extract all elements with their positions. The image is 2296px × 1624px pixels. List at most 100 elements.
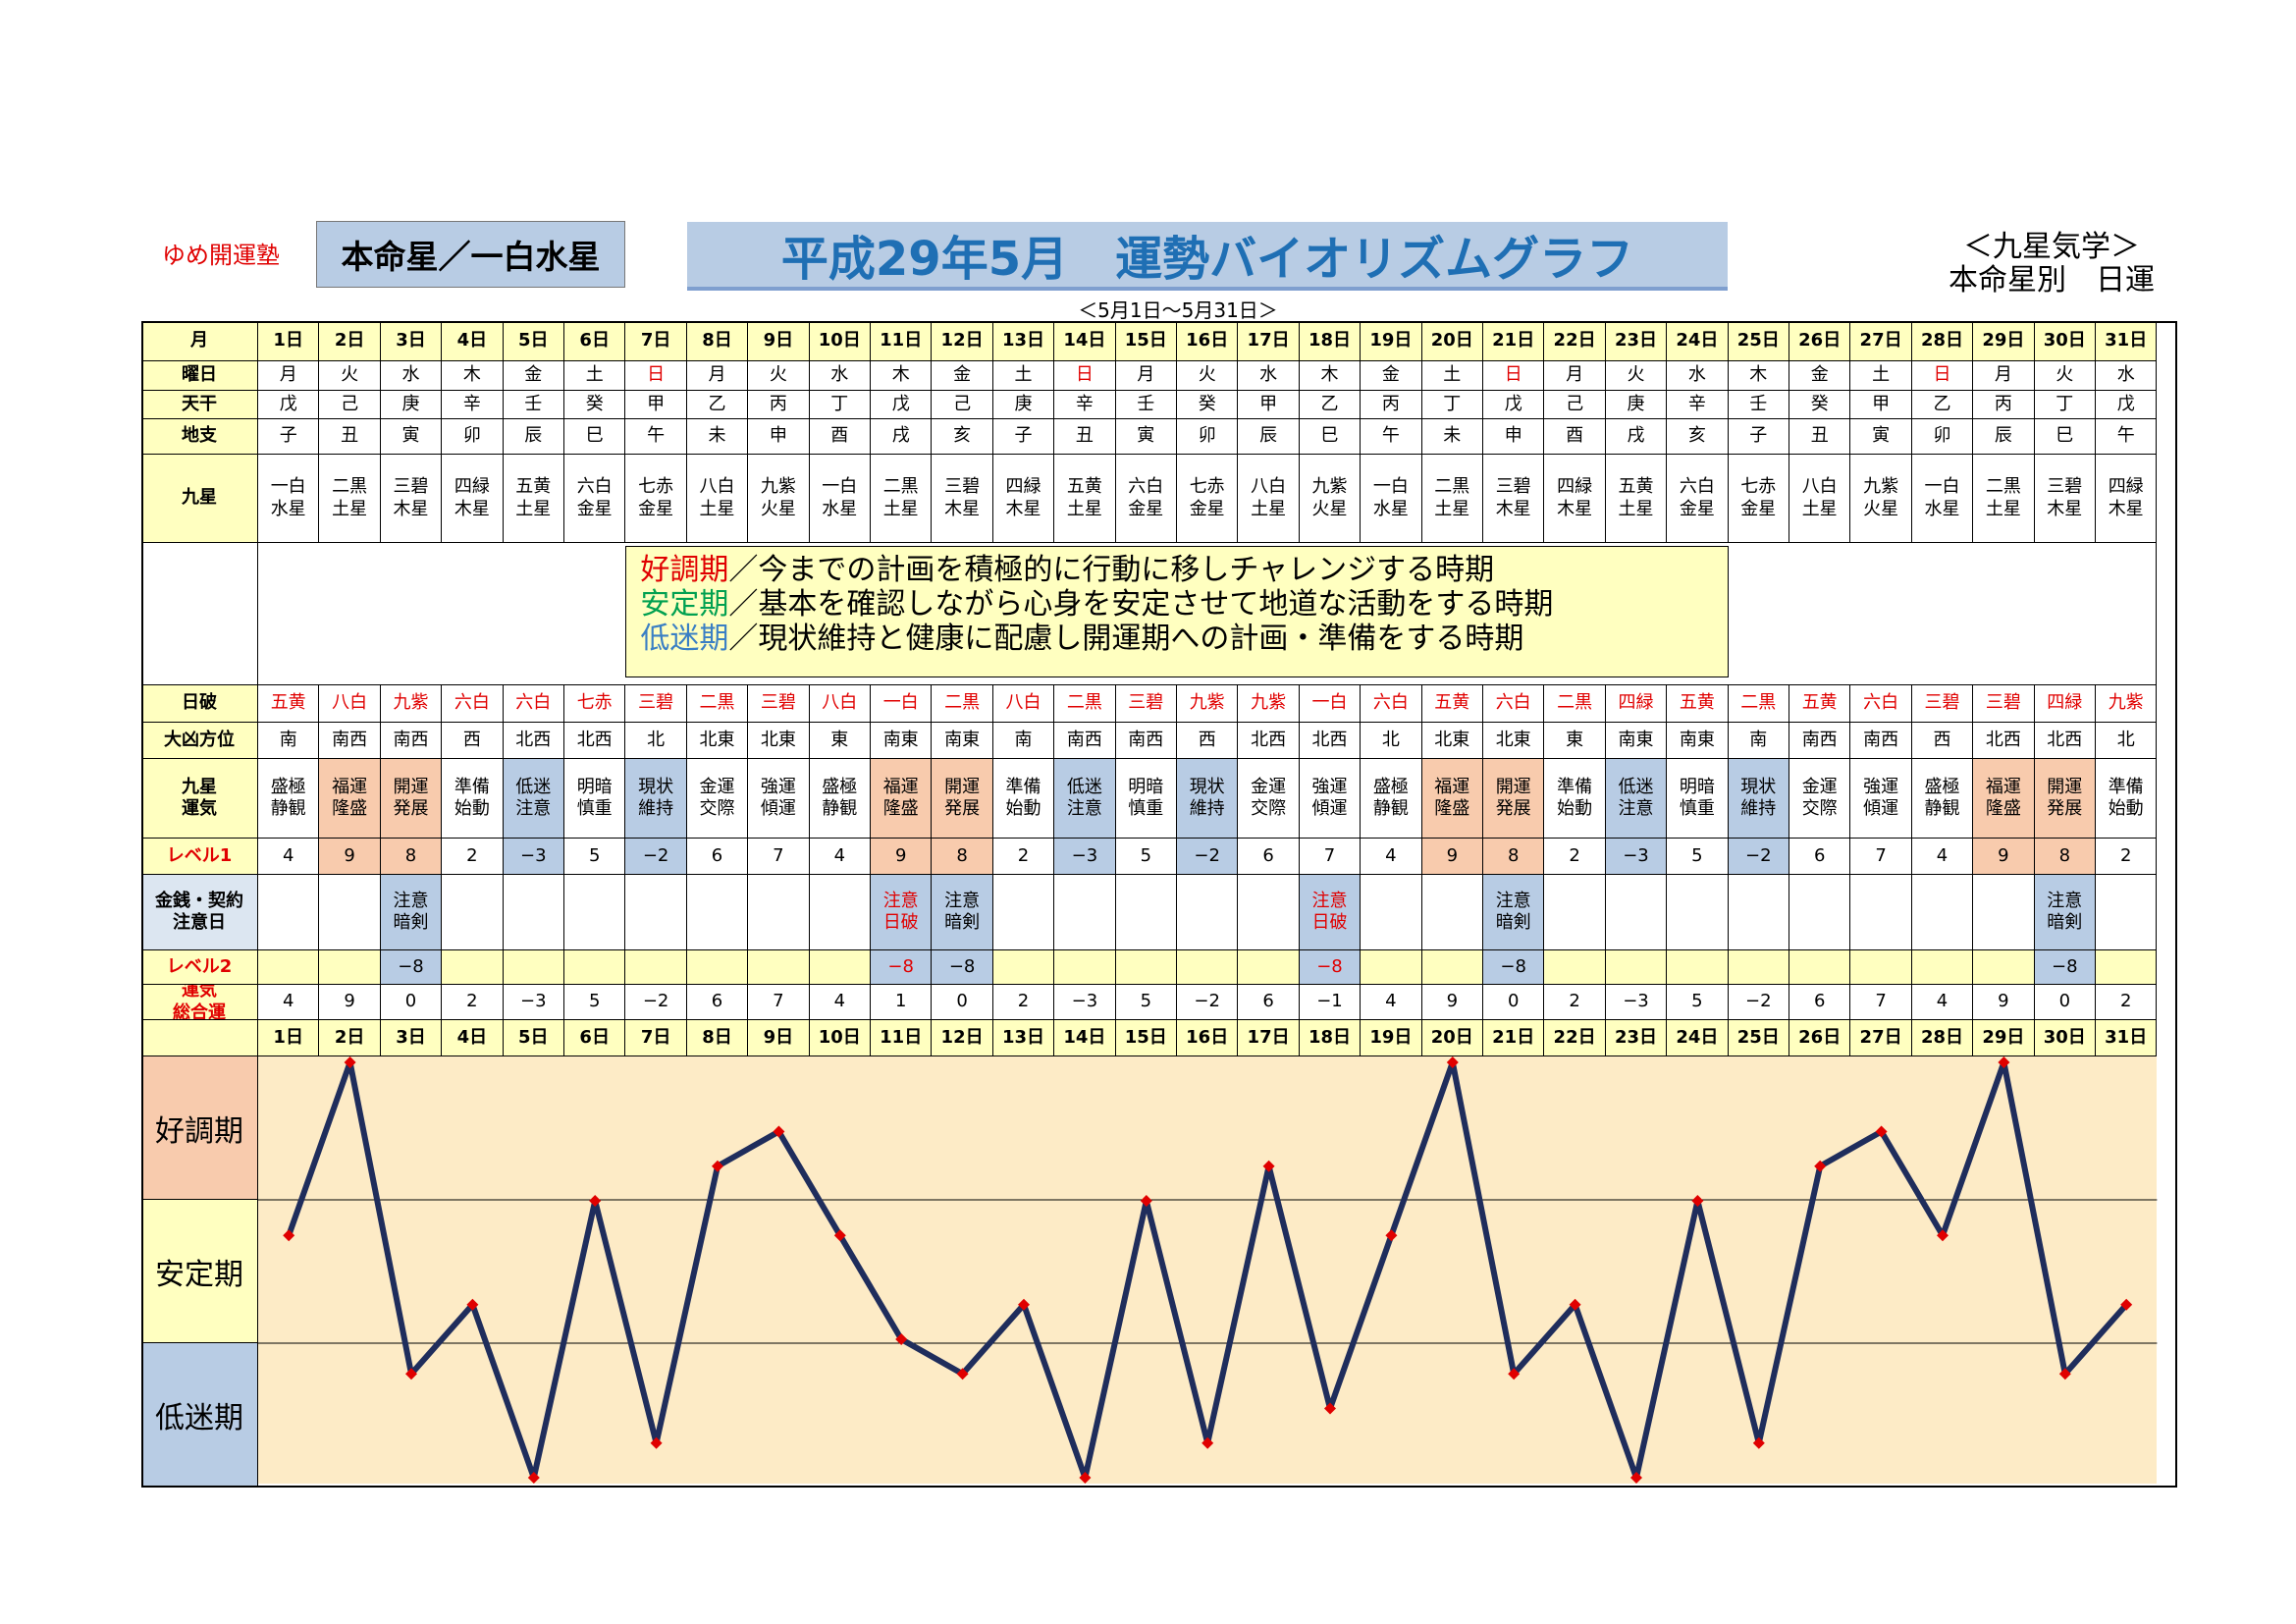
cell-weekday-1: 月 (258, 361, 320, 391)
cell-nippa-11: 一白 (871, 685, 933, 723)
cell-money-18: 注意 日破 (1299, 875, 1362, 950)
cell-level1-24: 5 (1667, 839, 1729, 875)
cell-level2-17 (1238, 950, 1300, 985)
cell-money-27 (1850, 875, 1912, 950)
cell-tenkan-12: 己 (932, 391, 993, 419)
cell-days2-12: 12日 (932, 1020, 993, 1056)
cell-total-6: 5 (564, 985, 626, 1020)
cell-nippa-28: 三碧 (1911, 685, 1974, 723)
cell-total-3: 0 (380, 985, 443, 1020)
cell-total-20: 9 (1421, 985, 1483, 1020)
cell-chishi-10: 酉 (809, 419, 871, 455)
cell-weekday-29: 月 (1973, 361, 2035, 391)
cell-level1-18: 7 (1299, 839, 1362, 875)
cell-month-23: 23日 (1605, 321, 1668, 361)
data-point-15 (1140, 1195, 1152, 1207)
cell-daikyo-25: 南 (1728, 723, 1789, 759)
cell-level1-28: 4 (1911, 839, 1974, 875)
cell-chishi-11: 戌 (871, 419, 933, 455)
cell-daikyo-7: 北 (625, 723, 687, 759)
cell-unki-25: 現状 維持 (1728, 759, 1789, 839)
legend-key: 低迷期 (640, 622, 729, 656)
cell-daikyo-19: 北 (1361, 723, 1422, 759)
cell-tenkan-14: 辛 (1054, 391, 1116, 419)
cell-level1-25: −2 (1728, 839, 1789, 875)
cell-nippa-6: 七赤 (564, 685, 626, 723)
cell-unki-31: 準備 始動 (2096, 759, 2158, 839)
cell-total-25: −2 (1728, 985, 1789, 1020)
cell-total-24: 5 (1667, 985, 1729, 1020)
cell-money-28 (1911, 875, 1974, 950)
cell-month-28: 28日 (1911, 321, 1974, 361)
cell-days2-7: 7日 (625, 1020, 687, 1056)
cell-month-3: 3日 (380, 321, 443, 361)
page-title: 平成29年5月 運勢バイオリズムグラフ (687, 222, 1728, 291)
cell-kyusei-16: 七赤 金星 (1177, 455, 1239, 543)
cell-days2-10: 10日 (809, 1020, 871, 1056)
row-label-total: 運気 総合運 (141, 985, 258, 1020)
cell-unki-13: 準備 始動 (992, 759, 1055, 839)
cell-level2-30: −8 (2034, 950, 2096, 985)
cell-days2-11: 11日 (871, 1020, 933, 1056)
cell-money-19 (1361, 875, 1422, 950)
cell-money-29 (1973, 875, 2035, 950)
corner-label-2: 本命星別 日運 (1949, 263, 2155, 298)
cell-nippa-19: 六白 (1361, 685, 1422, 723)
cell-days2-14: 14日 (1054, 1020, 1116, 1056)
cell-tenkan-26: 癸 (1789, 391, 1851, 419)
cell-level1-19: 4 (1361, 839, 1422, 875)
cell-level1-27: 7 (1850, 839, 1912, 875)
cell-nippa-23: 四緑 (1605, 685, 1668, 723)
cell-month-6: 6日 (564, 321, 626, 361)
cell-month-31: 31日 (2096, 321, 2158, 361)
data-point-2 (344, 1056, 356, 1068)
cell-month-20: 20日 (1421, 321, 1483, 361)
cell-tenkan-16: 癸 (1177, 391, 1239, 419)
cell-days2-29: 29日 (1973, 1020, 2035, 1056)
cell-level2-28 (1911, 950, 1974, 985)
cell-money-24 (1667, 875, 1729, 950)
cell-days2-3: 3日 (380, 1020, 443, 1056)
data-point-9 (773, 1125, 785, 1138)
cell-daikyo-9: 北東 (748, 723, 810, 759)
cell-days2-25: 25日 (1728, 1020, 1789, 1056)
cell-tenkan-28: 乙 (1911, 391, 1974, 419)
cell-weekday-7: 日 (625, 361, 687, 391)
row-label-level1: レベル1 (141, 839, 258, 875)
cell-days2-6: 6日 (564, 1020, 626, 1056)
cell-kyusei-8: 八白 土星 (686, 455, 749, 543)
cell-month-25: 25日 (1728, 321, 1789, 361)
cell-weekday-5: 金 (503, 361, 564, 391)
cell-kyusei-5: 五黄 土星 (503, 455, 564, 543)
row-label-nippa: 日破 (141, 685, 258, 723)
data-point-11 (895, 1333, 908, 1345)
cell-weekday-16: 火 (1177, 361, 1239, 391)
cell-tenkan-15: 壬 (1115, 391, 1177, 419)
cell-chishi-28: 卯 (1911, 419, 1974, 455)
cell-weekday-26: 金 (1789, 361, 1851, 391)
cell-unki-8: 金運 交際 (686, 759, 749, 839)
cell-weekday-11: 木 (871, 361, 933, 391)
cell-days2-27: 27日 (1850, 1020, 1912, 1056)
cell-total-16: −2 (1177, 985, 1239, 1020)
cell-month-15: 15日 (1115, 321, 1177, 361)
cell-money-26 (1789, 875, 1851, 950)
cell-total-21: 0 (1483, 985, 1545, 1020)
cell-level1-14: −3 (1054, 839, 1116, 875)
biorhythm-chart (258, 1056, 2158, 1484)
cell-unki-19: 盛極 静観 (1361, 759, 1422, 839)
cell-unki-6: 明暗 慎重 (564, 759, 626, 839)
cell-kyusei-29: 二黒 土星 (1973, 455, 2035, 543)
cell-nippa-16: 九紫 (1177, 685, 1239, 723)
cell-month-1: 1日 (258, 321, 320, 361)
cell-tenkan-18: 乙 (1299, 391, 1362, 419)
cell-level1-2: 9 (319, 839, 381, 875)
cell-total-18: −1 (1299, 985, 1362, 1020)
cell-unki-7: 現状 維持 (625, 759, 687, 839)
cell-kyusei-30: 三碧 木星 (2034, 455, 2096, 543)
cell-daikyo-24: 南東 (1667, 723, 1729, 759)
cell-daikyo-16: 西 (1177, 723, 1239, 759)
data-point-31 (2120, 1298, 2133, 1311)
row-label-unki: 九星 運気 (141, 759, 258, 839)
cell-money-20 (1421, 875, 1483, 950)
